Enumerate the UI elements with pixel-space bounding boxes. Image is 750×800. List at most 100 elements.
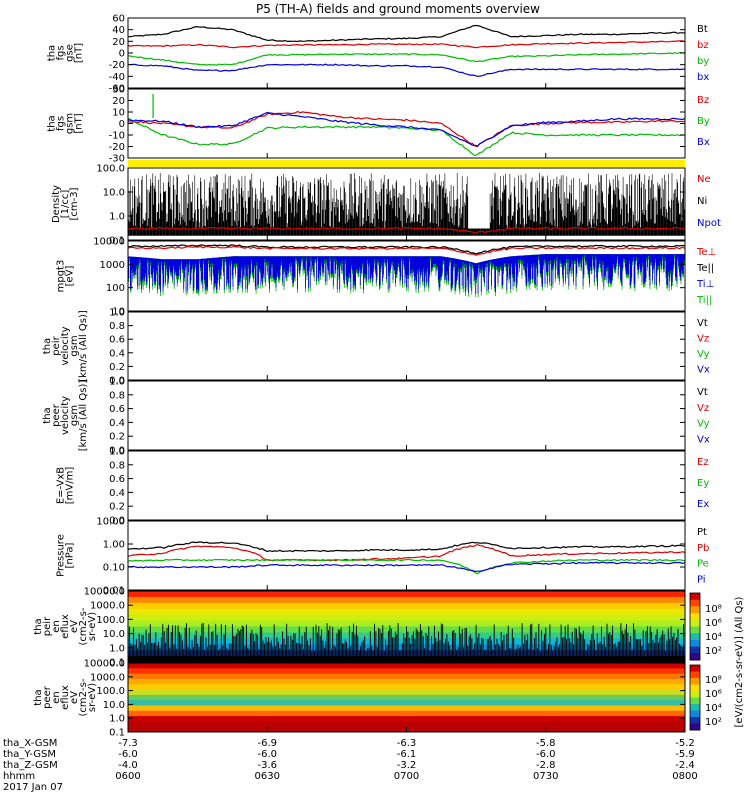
panel-fgs_gsm-ytick: 0 xyxy=(119,119,125,130)
xaxis-row-value: -4.0 xyxy=(118,760,138,771)
series-By-line xyxy=(127,118,686,157)
series-Pi-line xyxy=(127,561,686,573)
panel-density-legend: Ne xyxy=(697,174,711,185)
panel-density-ytick: 100.0 xyxy=(96,164,125,175)
panel-peer-ylabel: velocity xyxy=(60,396,71,435)
panel-fgs-ytick: 60 xyxy=(112,14,125,25)
colorbar-2-segment xyxy=(690,678,700,685)
colorbar-2-segment xyxy=(690,723,700,731)
peer-spectrogram-band xyxy=(128,668,685,675)
panel-peir-ytick: 0.2 xyxy=(109,362,125,373)
panel-efield-ytick: 0.0 xyxy=(109,516,125,527)
panel-temp-ytick: 1000 xyxy=(100,260,125,271)
panel-peer-ylabel: [km/s (All Qs)] xyxy=(78,380,89,452)
panel-fgs-ylabel: gse xyxy=(65,44,76,62)
panel-peer_spec-ytick: 1000.0 xyxy=(90,672,125,683)
panel-fgs_gsm-ytick: 10 xyxy=(112,108,125,119)
panel-peir_spec-ylabel: eV xyxy=(69,620,80,633)
panel-peir_spec-ytick: 10.0 xyxy=(103,629,125,640)
panel-fgs_gsm-ylabel: gsm xyxy=(65,113,76,134)
panel-fgs-legend: bx xyxy=(697,72,709,83)
xaxis-row-value: -2.4 xyxy=(675,760,695,771)
panel-efield-ylabel: E=-VxB xyxy=(56,467,67,504)
panel-fgs_gsm-ylabel: [nT] xyxy=(74,113,85,133)
panel-efield-ytick: 0.4 xyxy=(109,488,125,499)
peer-spectrogram-band xyxy=(128,710,685,717)
panel-peir-ylabel: [km/s (All Qs)] xyxy=(78,310,89,382)
panel-efield-legend: Ey xyxy=(697,478,709,489)
peir-spectrogram-band xyxy=(128,608,685,616)
panel-pressure-ytick: 10.00 xyxy=(96,517,125,528)
peer-spectrogram-band xyxy=(128,663,685,669)
panel-peer_spec-ytick: 10.0 xyxy=(103,700,125,711)
panel-peer-ytick: 0.2 xyxy=(109,432,125,443)
xaxis-row-value: 0800 xyxy=(672,771,697,782)
panel-peer-ylabel: tha xyxy=(42,407,53,423)
panel-efield-ytick: 0.2 xyxy=(109,502,125,513)
xaxis-row-value: -5.8 xyxy=(536,738,556,749)
series-Pb-line xyxy=(127,543,686,562)
panel-fgs-ytick: -20 xyxy=(109,60,125,71)
colorbar-2-segment xyxy=(690,671,700,679)
xaxis-row-value: -6.0 xyxy=(118,749,138,760)
colorbar-1-tick: 10⁸ xyxy=(705,604,722,615)
panel-peer_spec-ylabel: eflux xyxy=(60,685,71,710)
panel-peer-ytick: 0.4 xyxy=(109,418,125,429)
panel-peir-legend: Vy xyxy=(697,349,710,360)
panel-fgs-ytick: -60 xyxy=(109,84,125,95)
peer-spectrogram-band xyxy=(128,678,685,685)
xaxis-row-value: -5.9 xyxy=(675,749,695,760)
panel-temp-ytick: 10 xyxy=(112,307,125,318)
colorbar-label: [eV/(cm2-s-sr-eV)] (All Qs) xyxy=(734,596,745,727)
peir-spectrogram-band xyxy=(128,591,685,598)
xaxis-row-value: -2.8 xyxy=(536,760,556,771)
colorbar-2-segment xyxy=(690,710,700,718)
panel-density-ylabel: [cm-3] xyxy=(69,187,80,220)
panel-density-legend: Npot xyxy=(697,218,721,229)
panel-peer_spec-ylabel: eV xyxy=(69,691,80,704)
colorbar-2-frame xyxy=(689,664,701,731)
panel-peir_spec-ylabel: tha xyxy=(33,618,44,634)
colorbar-1-segment xyxy=(690,593,700,601)
series-Ne-line xyxy=(127,226,685,234)
panel-peir_spec-ylabel: eflux xyxy=(60,614,71,639)
xaxis-row-value: -5.2 xyxy=(675,738,695,749)
series-Ni-spikes xyxy=(127,172,685,236)
panel-peir_spec-ytick: 10000.0 xyxy=(84,587,125,598)
peer-spectrogram-band xyxy=(128,705,685,712)
colorbar-1-tick: 10⁶ xyxy=(705,618,722,629)
panel-pressure-legend: Pe xyxy=(697,559,709,570)
panel-fgs-ylabel: [nT] xyxy=(74,43,85,63)
panel-efield-legend: Ez xyxy=(697,457,709,468)
panel-peer_spec-ylabel: sr-eV) xyxy=(87,683,98,712)
panel-peir_spec-ytick: 100.0 xyxy=(96,615,125,626)
panel-pressure-ytick: 0.10 xyxy=(103,563,125,574)
peer-spectrogram-band xyxy=(128,721,685,728)
peer-spectrogram-band xyxy=(128,689,685,696)
series-by-line xyxy=(127,51,686,66)
colorbar-2-tick: 10⁶ xyxy=(705,689,722,700)
panel-temp-legend: Ti⊥ xyxy=(696,279,714,290)
panel-efield-legend: Ex xyxy=(697,499,709,510)
panel-peir-legend: Vx xyxy=(697,365,710,376)
peer-spectrogram-band xyxy=(128,716,685,722)
series-Te⊥-line xyxy=(127,245,686,256)
xaxis-row-value: -3.2 xyxy=(397,760,417,771)
series-Pe-line xyxy=(127,558,686,575)
panel-pressure-frame xyxy=(127,520,686,591)
panel-pressure-ytick: 0.01 xyxy=(103,586,125,597)
panel-temp-legend: Te|| xyxy=(696,263,714,274)
series-Te||-line xyxy=(127,244,686,255)
peir-spectrogram-band xyxy=(128,596,685,604)
panel-fgs-ytick: 20 xyxy=(112,37,125,48)
panel-peer-ytick: 1.0 xyxy=(109,377,125,388)
panel-pressure-ylabel: Pressure xyxy=(56,534,67,577)
colorbar-1-segment xyxy=(690,639,700,648)
panel-pressure-ylabel: [nPa] xyxy=(65,542,76,568)
panel-efield-ytick: 1.0 xyxy=(109,447,125,458)
colorbar-1-segment xyxy=(690,606,700,614)
panel-temp-ytick: 100 xyxy=(106,283,125,294)
panel-peer_spec-ytick: 10000.0 xyxy=(84,659,125,670)
panel-peer_spec-ytick: 0.1 xyxy=(109,728,125,739)
